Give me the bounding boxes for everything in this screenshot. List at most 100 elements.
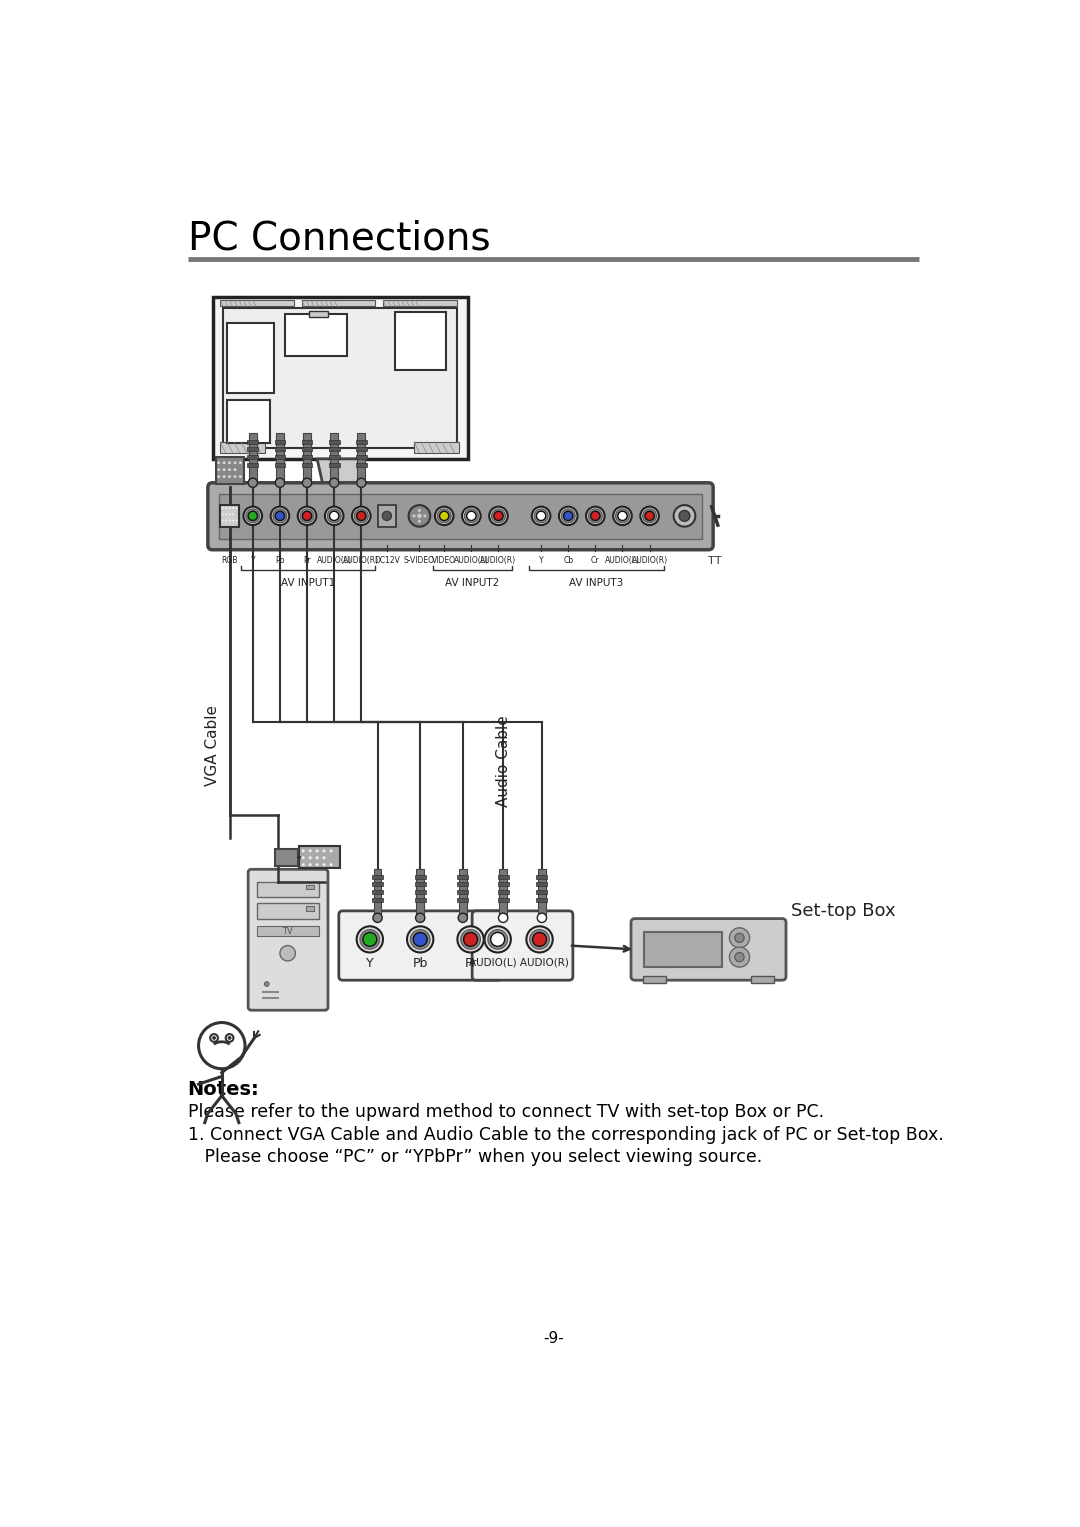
Circle shape — [233, 461, 237, 464]
Circle shape — [734, 953, 744, 962]
Circle shape — [212, 1035, 216, 1040]
Circle shape — [458, 927, 484, 953]
Bar — [220, 301, 294, 307]
Text: AUDIO(L): AUDIO(L) — [316, 556, 352, 565]
Bar — [458, 875, 469, 878]
Circle shape — [354, 508, 368, 522]
Circle shape — [211, 1034, 218, 1041]
Bar — [328, 463, 339, 467]
Circle shape — [491, 508, 505, 522]
Circle shape — [235, 519, 238, 521]
Circle shape — [232, 513, 234, 515]
Bar — [274, 463, 285, 467]
Bar — [374, 869, 381, 915]
Circle shape — [356, 478, 366, 487]
Circle shape — [221, 519, 224, 521]
Circle shape — [408, 505, 430, 527]
Circle shape — [613, 507, 632, 525]
Circle shape — [300, 508, 314, 522]
Circle shape — [485, 927, 511, 953]
Text: AUDIO(L) AUDIO(R): AUDIO(L) AUDIO(R) — [469, 957, 568, 967]
Text: S-VIDEO: S-VIDEO — [404, 556, 435, 565]
Text: AV INPUT3: AV INPUT3 — [569, 579, 623, 588]
Circle shape — [329, 849, 333, 852]
Text: Pb: Pb — [275, 556, 285, 565]
Circle shape — [228, 469, 231, 470]
Circle shape — [315, 849, 319, 852]
Circle shape — [418, 519, 421, 522]
Bar — [274, 455, 285, 460]
Bar — [414, 441, 459, 452]
Circle shape — [243, 507, 262, 525]
Circle shape — [674, 505, 696, 527]
Bar — [458, 883, 469, 886]
Circle shape — [228, 1035, 231, 1040]
Text: Please refer to the upward method to connect TV with set-top Box or PC.: Please refer to the upward method to con… — [188, 1104, 824, 1121]
Circle shape — [327, 508, 341, 522]
Bar — [498, 890, 509, 893]
Circle shape — [226, 1034, 233, 1041]
Bar — [537, 898, 548, 901]
Circle shape — [562, 508, 576, 522]
Circle shape — [199, 1023, 245, 1069]
Circle shape — [265, 982, 269, 986]
Circle shape — [564, 512, 572, 521]
Text: Y: Y — [366, 957, 374, 970]
Circle shape — [373, 913, 382, 922]
Circle shape — [228, 461, 231, 464]
Bar — [247, 455, 258, 460]
Circle shape — [363, 933, 377, 947]
Bar — [373, 898, 383, 901]
FancyBboxPatch shape — [339, 912, 501, 980]
Text: AUDIO(L): AUDIO(L) — [605, 556, 640, 565]
Circle shape — [248, 478, 257, 487]
Bar — [309, 312, 328, 318]
Circle shape — [643, 508, 657, 522]
Circle shape — [309, 857, 312, 860]
Circle shape — [239, 475, 242, 478]
Circle shape — [301, 863, 305, 866]
Circle shape — [329, 512, 339, 521]
Bar — [373, 875, 383, 878]
Bar — [538, 869, 545, 915]
Circle shape — [407, 927, 433, 953]
Circle shape — [235, 507, 238, 508]
Text: VGA Cable: VGA Cable — [205, 705, 220, 786]
Circle shape — [586, 507, 605, 525]
Text: Cb: Cb — [563, 556, 573, 565]
Circle shape — [417, 513, 422, 518]
Circle shape — [233, 475, 237, 478]
Circle shape — [248, 512, 257, 521]
Circle shape — [559, 507, 578, 525]
Circle shape — [298, 507, 316, 525]
Bar — [643, 976, 666, 982]
Circle shape — [645, 512, 654, 521]
Bar — [328, 440, 339, 443]
Circle shape — [729, 947, 750, 967]
Text: Notes:: Notes: — [188, 1080, 259, 1099]
Bar — [307, 884, 314, 889]
Text: Set-top Box: Set-top Box — [792, 902, 896, 919]
Text: DC12V: DC12V — [374, 556, 400, 565]
Text: Pr: Pr — [303, 556, 311, 565]
Circle shape — [301, 849, 305, 852]
Circle shape — [239, 461, 242, 464]
Circle shape — [410, 930, 430, 950]
Circle shape — [531, 507, 551, 525]
Circle shape — [490, 933, 504, 947]
Circle shape — [352, 507, 370, 525]
Circle shape — [229, 513, 230, 515]
Circle shape — [616, 508, 630, 522]
Circle shape — [217, 461, 220, 464]
Circle shape — [488, 930, 508, 950]
Text: ΤΤ: ΤΤ — [708, 556, 721, 567]
Bar — [224, 308, 458, 447]
Circle shape — [275, 478, 284, 487]
Bar — [499, 869, 507, 915]
Circle shape — [437, 508, 451, 522]
Circle shape — [356, 927, 383, 953]
Circle shape — [529, 930, 550, 950]
Circle shape — [222, 469, 226, 470]
Circle shape — [232, 507, 234, 508]
Text: TV: TV — [282, 927, 293, 936]
